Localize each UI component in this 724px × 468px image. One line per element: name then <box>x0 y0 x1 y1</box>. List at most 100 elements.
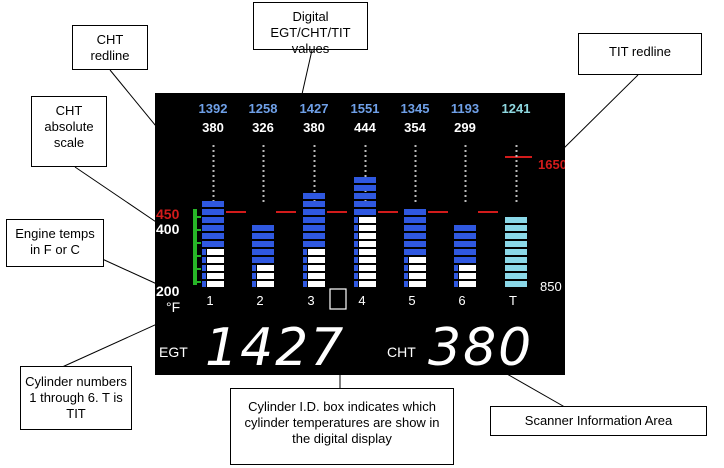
cht-segment <box>359 241 376 247</box>
cht-value: 444 <box>354 120 376 135</box>
egt-segment <box>454 233 476 239</box>
cht-segment <box>308 249 325 255</box>
cht-segment <box>257 273 274 279</box>
cht-segment <box>257 281 274 287</box>
cht-segment <box>359 281 376 287</box>
cht-segment <box>359 257 376 263</box>
egt-value: 1258 <box>249 101 278 116</box>
cht-segment <box>207 257 224 263</box>
cht-segment <box>459 273 476 279</box>
egt-segment <box>454 225 476 231</box>
egt-segment <box>303 201 325 207</box>
cht-segment <box>359 217 376 223</box>
cht-value: 326 <box>252 120 274 135</box>
egt-segment <box>252 225 274 231</box>
tit-segment <box>505 249 527 255</box>
cht-redline-value: 450 <box>156 206 180 222</box>
cht-segment <box>359 225 376 231</box>
engine-monitor-screen: 1650 450 400 200 °F 850 EGT 1427 CHT 380… <box>155 93 567 378</box>
cht-value: 354 <box>404 120 426 135</box>
cht-segment <box>359 273 376 279</box>
cht-value: 380 <box>303 120 325 135</box>
egt-segment <box>202 265 206 271</box>
callout-digital-values: Digital EGT/CHT/TIT values <box>253 2 368 56</box>
egt-segment <box>252 265 256 271</box>
column-label: 5 <box>408 293 415 308</box>
cht-segment <box>308 281 325 287</box>
egt-value: 1392 <box>199 101 228 116</box>
callout-digital-values-text: Digital EGT/CHT/TIT values <box>270 9 351 56</box>
unit-label: °F <box>166 299 180 315</box>
egt-segment <box>354 257 358 263</box>
egt-segment <box>303 273 307 279</box>
egt-segment <box>252 233 274 239</box>
cht-scale-mid: 400 <box>156 221 180 237</box>
column-label: T <box>509 293 517 308</box>
egt-segment <box>404 281 408 287</box>
egt-segment <box>303 209 325 215</box>
column-label: 2 <box>256 293 263 308</box>
bar-graph-display: 1650 450 400 200 °F 850 EGT 1427 CHT 380… <box>156 101 567 378</box>
cht-scale-bar <box>193 209 197 285</box>
tit-segment <box>505 281 527 287</box>
egt-segment <box>354 241 358 247</box>
egt-segment <box>252 241 274 247</box>
egt-segment <box>202 201 224 207</box>
tit-segment <box>505 257 527 263</box>
egt-segment <box>202 257 206 263</box>
egt-segment <box>202 249 206 255</box>
cht-segment <box>459 265 476 271</box>
egt-segment <box>354 281 358 287</box>
leader-tit-redline <box>559 74 639 153</box>
egt-segment <box>404 257 408 263</box>
cht-segment <box>409 281 426 287</box>
cylinder-id-box <box>329 288 347 310</box>
cht-segment <box>459 281 476 287</box>
egt-segment <box>354 265 358 271</box>
callout-scanner-area-text: Scanner Information Area <box>524 413 673 428</box>
egt-segment <box>404 241 426 247</box>
leader-cht-scale <box>74 166 166 229</box>
cht-segment <box>359 233 376 239</box>
egt-segment <box>303 193 325 199</box>
callout-tit-redline-text: TIT redline <box>609 44 671 59</box>
tit-value: 1241 <box>502 101 531 116</box>
egt-segment <box>454 265 458 271</box>
egt-segment <box>202 241 224 247</box>
egt-segment <box>454 257 476 263</box>
egt-segment <box>404 217 426 223</box>
egt-segment <box>404 209 426 215</box>
cht-segment <box>207 273 224 279</box>
cht-scale-min: 200 <box>156 283 180 299</box>
callout-engine-temps: Engine temps in F or C <box>6 219 104 267</box>
tit-segment <box>505 241 527 247</box>
egt-segment <box>303 225 325 231</box>
column-label: 1 <box>206 293 213 308</box>
cht-segment <box>308 257 325 263</box>
callout-tit-redline: TIT redline <box>578 33 702 75</box>
tit-redline-value: 1650 <box>538 157 565 172</box>
tit-segment <box>505 233 527 239</box>
egt-segment <box>354 201 376 207</box>
tit-segment <box>505 217 527 223</box>
egt-segment <box>354 233 358 239</box>
egt-segment <box>454 273 458 279</box>
egt-segment <box>202 233 224 239</box>
egt-segment <box>202 209 224 215</box>
egt-segment <box>354 217 358 223</box>
callout-engine-temps-text: Engine temps in F or C <box>15 226 95 257</box>
egt-segment <box>404 233 426 239</box>
tit-segment <box>505 265 527 271</box>
egt-segment <box>354 185 376 191</box>
callout-cht-redline-text: CHT redline <box>90 32 130 63</box>
callout-cylinder-numbers: Cylinder numbers 1 through 6. T is TIT <box>20 366 132 430</box>
egt-label: EGT <box>159 344 188 360</box>
egt-segment <box>303 265 307 271</box>
cht-segment <box>409 265 426 271</box>
egt-segment <box>252 273 256 279</box>
tit-scale-min: 850 <box>540 279 562 294</box>
cht-value: 380 <box>202 120 224 135</box>
cht-readout: 380 <box>428 318 533 375</box>
cht-segment <box>359 265 376 271</box>
